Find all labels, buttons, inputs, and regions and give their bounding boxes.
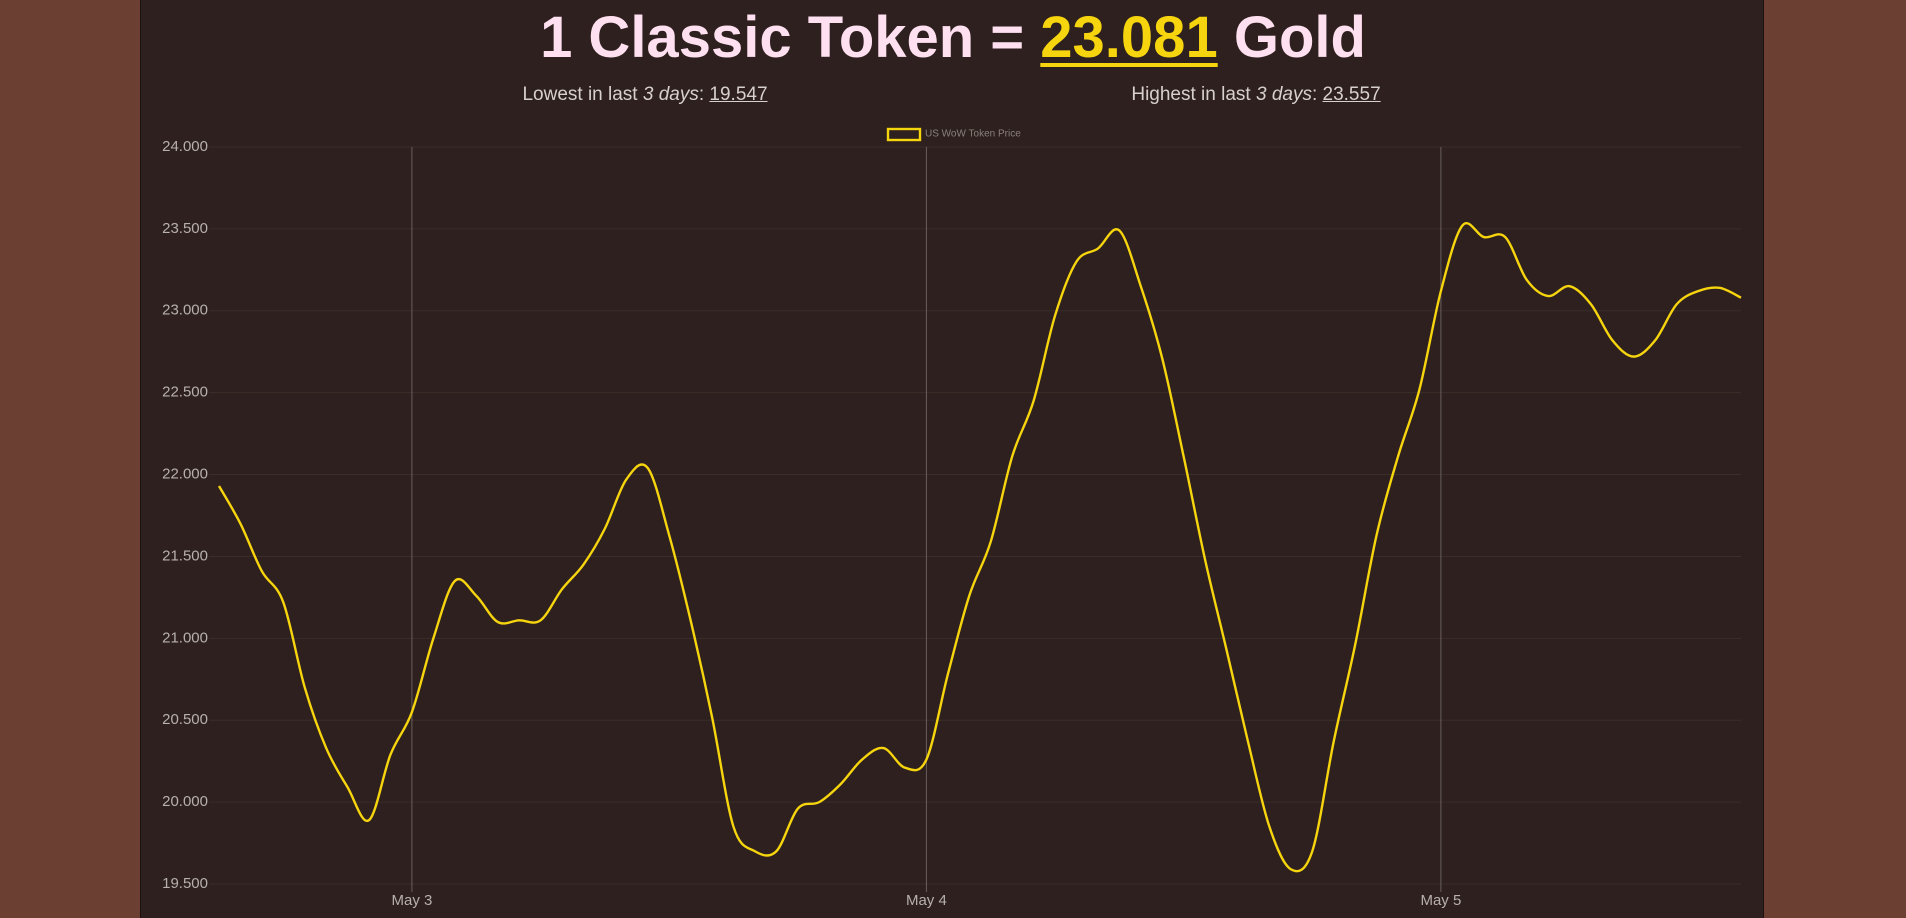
lowest-value: 19.547	[709, 84, 768, 105]
separator: :	[698, 84, 705, 105]
y-tick-label: 23.000	[162, 302, 208, 319]
token-title: 1 Classic Token = 23.081 Gold	[0, 4, 1906, 71]
y-tick-label: 20.500	[162, 711, 208, 728]
y-tick-label: 21.500	[162, 547, 208, 564]
lowest-label: Lowest in last	[522, 84, 638, 105]
y-tick-label: 20.000	[162, 793, 208, 810]
x-tick-label: May 3	[391, 892, 432, 909]
price-line	[217, 222, 1742, 873]
y-tick-label: 22.500	[162, 384, 208, 401]
highest-label: Highest in last	[1131, 84, 1251, 105]
x-tick-label: May 4	[906, 892, 947, 909]
token-price[interactable]: 23.081	[1040, 5, 1218, 70]
y-tick-label: 19.500	[162, 875, 208, 892]
content-panel	[140, 0, 1764, 918]
lowest-summary: Lowest in last 3 days: 19.547	[522, 84, 767, 106]
y-tick-label: 23.500	[162, 220, 208, 237]
y-tick-label: 24.000	[162, 138, 208, 155]
title-suffix: Gold	[1233, 5, 1366, 70]
legend-label: US WoW Token Price	[925, 129, 1021, 140]
legend-swatch	[886, 127, 922, 142]
highest-value: 23.557	[1322, 84, 1381, 105]
highest-period: 3 days	[1255, 84, 1312, 105]
y-tick-label: 21.000	[162, 629, 208, 646]
title-prefix: 1 Classic Token =	[540, 5, 1025, 70]
y-tick-label: 22.000	[162, 466, 208, 483]
lowest-period: 3 days	[642, 84, 699, 105]
separator: :	[1311, 84, 1318, 105]
x-tick-label: May 5	[1420, 892, 1461, 909]
highest-summary: Highest in last 3 days: 23.557	[1131, 84, 1380, 106]
